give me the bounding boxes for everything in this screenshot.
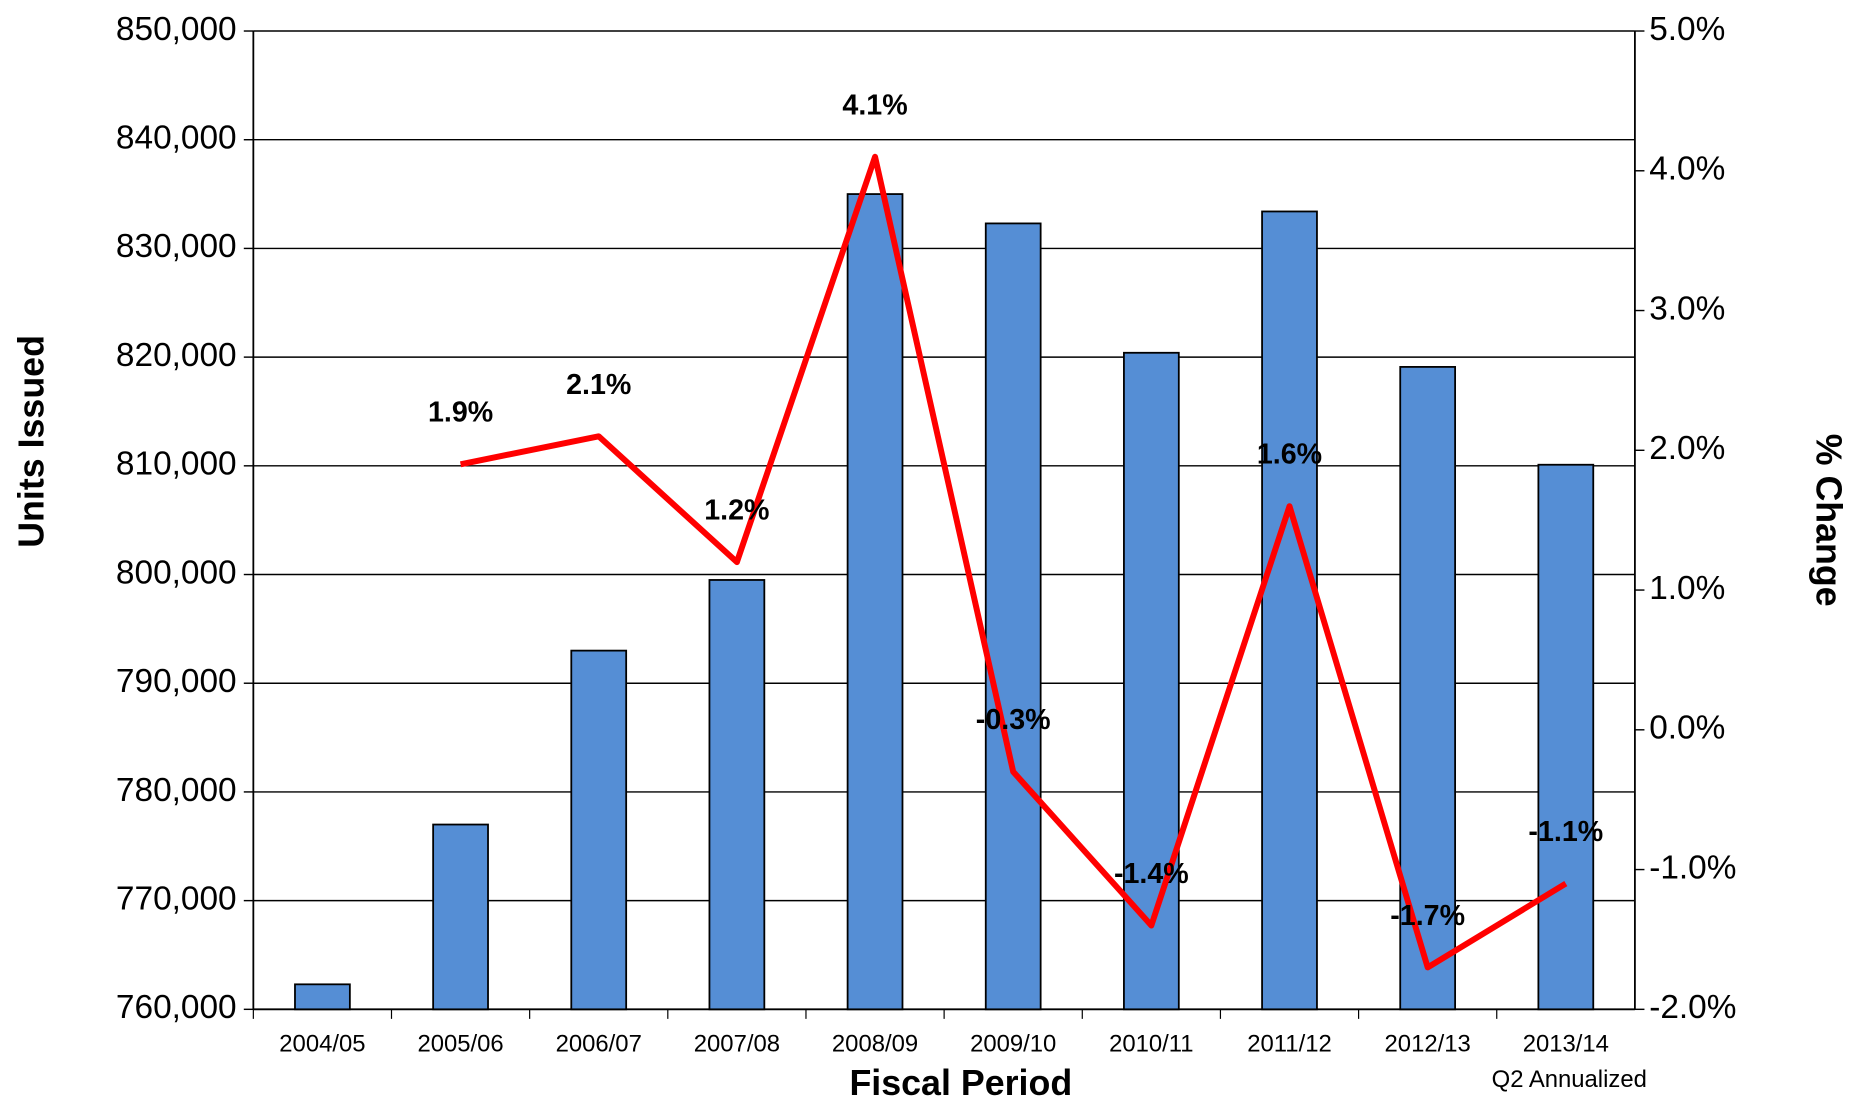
line [459,153,1568,971]
y-tick-label: 850,000 [116,11,237,48]
y-tick-label: 800,000 [116,554,237,591]
y-tick-label: 820,000 [116,337,237,374]
y-tick-label: 830,000 [116,228,237,265]
data-label: -1.7% [1390,900,1465,932]
x-tick-label: 2012/13 [1385,1030,1471,1057]
bar [984,222,1042,1011]
bar [432,823,489,1011]
x-tick-label: 2013/14 [1523,1030,1609,1057]
x-tick-label: 2006/07 [556,1030,642,1057]
y2-tick-label: 3.0% [1649,290,1725,327]
bar [294,983,351,1011]
data-label: 4.1% [842,89,907,121]
y-tick-label: 780,000 [116,772,237,809]
y2-tick-label: 1.0% [1649,570,1725,607]
y-tick-label: 770,000 [116,880,237,917]
y2-tick-label: -1.0% [1649,849,1736,886]
y2-axis-title: % Change [1808,434,1848,607]
x-axis-title: Fiscal Period [849,1063,1072,1100]
annotation: Q2 Annualized [1492,1066,1647,1093]
y2-tick-label: 4.0% [1649,151,1725,188]
bar [1123,351,1180,1011]
y-axis-title: Units Issued [11,335,51,548]
x-tick-label: 2004/05 [279,1030,365,1057]
data-label: -0.3% [976,704,1051,736]
y2-tick-label: -2.0% [1649,989,1736,1026]
data-label: -1.4% [1114,858,1189,890]
data-label: 1.2% [704,495,769,527]
x-tick-label: 2008/09 [832,1030,918,1057]
y2-tick-label: 5.0% [1649,11,1725,48]
y-tick-label: 790,000 [116,663,237,700]
y2-tick-label: 0.0% [1649,710,1725,747]
bar [846,193,904,1011]
x-tick-label: 2007/08 [694,1030,780,1057]
bar [708,579,766,1011]
data-label: 2.1% [566,369,631,401]
y-tick-label: 840,000 [116,120,237,157]
x-tick-label: 2005/06 [417,1030,503,1057]
bar [1537,463,1595,1011]
bar [570,649,628,1011]
x-tick-label: 2010/11 [1109,1030,1193,1057]
data-label: -1.1% [1528,816,1603,848]
y-tick-label: 760,000 [116,989,237,1026]
y-tick-label: 810,000 [116,446,237,483]
x-tick-label: 2011/12 [1247,1030,1331,1057]
y2-tick-label: 2.0% [1649,430,1725,467]
data-label: 1.6% [1257,439,1322,471]
x-tick-label: 2009/10 [970,1030,1056,1057]
bar [1261,210,1318,1011]
data-label: 1.9% [428,397,493,429]
